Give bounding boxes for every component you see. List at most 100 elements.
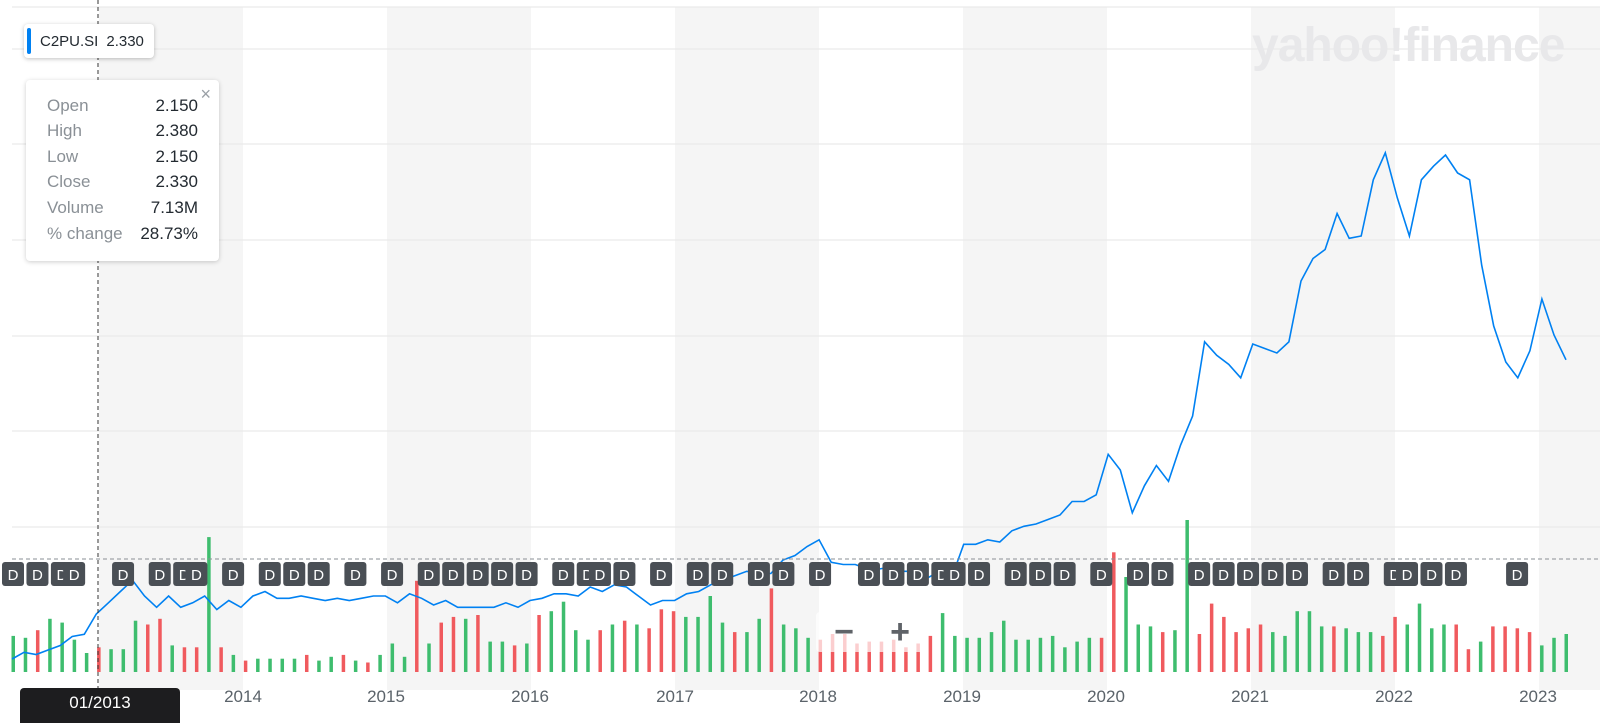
volume-bar [1148,626,1153,672]
svg-text:D: D [1389,567,1400,584]
volume-bar [720,622,725,672]
volume-bar [35,630,40,672]
ticker-symbol: C2PU.SI [40,32,99,50]
svg-text:D: D [289,567,300,584]
volume-bar [830,634,835,672]
volume-bar [1417,603,1422,672]
volume-bar [439,622,443,672]
volume-bar [537,615,541,672]
svg-text:D: D [1353,567,1364,584]
svg-text:D: D [69,567,80,584]
dividend-marker: D [1090,562,1113,586]
volume-bar [402,656,407,672]
svg-text:D: D [497,567,508,584]
volume-bar [708,596,713,672]
dividend-marker: D [112,562,135,586]
volume-bar [1319,626,1324,672]
dividend-marker: D [307,562,330,586]
volume-bar [745,632,749,672]
volume-bar [341,654,346,672]
volume-bar [1478,641,1483,672]
volume-bar [1503,626,1507,672]
zoom-in-button[interactable]: + [890,613,910,651]
volume-bar [1075,641,1079,672]
dividend-marker: D [686,562,709,586]
x-tick-label: 2018 [799,687,837,706]
volume-bar [1393,616,1397,672]
volume-bar [659,609,664,672]
zoom-out-button[interactable]: − [834,613,854,651]
tooltip-value: 2.150 [155,96,198,115]
volume-bar [1258,624,1263,672]
volume-bar [1185,520,1189,672]
volume-bar [1271,632,1275,672]
volume-bar [891,639,896,672]
dividend-marker: D [1322,562,1345,586]
volume-bar [916,643,920,672]
ticker-badge[interactable]: C2PU.SI 2.330 [24,24,154,58]
tooltip-row-close: Close 2.330 [47,172,198,196]
svg-text:D: D [888,567,899,584]
x-tick-label: 2017 [656,687,694,706]
volume-bar [476,615,480,672]
tooltip-label: Close [47,172,91,191]
volume-bar [207,537,211,672]
svg-text:D: D [32,567,43,584]
x-tick-label: 2014 [224,687,262,706]
volume-bar [378,654,382,672]
volume-bar [586,639,590,672]
volume-bar [1124,577,1128,672]
svg-text:D: D [387,567,398,584]
volume-bar [182,647,187,672]
year-band [675,7,819,690]
volume-bar [732,632,737,672]
volume-bar [158,618,162,672]
volume-bar [794,628,798,672]
dividend-marker: D [222,562,245,586]
svg-text:D: D [949,567,960,584]
svg-text:D: D [118,567,129,584]
volume-bar [1063,647,1067,672]
tooltip-label: Volume [47,198,104,217]
dividend-marker: D [1506,562,1529,586]
volume-bar [1283,635,1287,672]
tooltip-row-low: Low 2.150 [47,147,198,171]
volume-bar [353,660,358,672]
dividend-marker: D [442,562,465,586]
dividend-marker: D [1420,562,1443,586]
tooltip-row-high: High 2.380 [47,121,198,145]
zoom-controls: − + [816,612,928,652]
svg-text:D: D [264,567,275,584]
volume-bar [1515,628,1520,672]
dividend-marker: D [63,562,86,586]
volume-bar [1356,632,1361,672]
volume-bar [928,635,933,672]
dividend-marker: D [1285,562,1308,586]
x-tick-label: 2019 [943,687,981,706]
volume-bar [855,643,859,672]
svg-text:D: D [1292,567,1303,584]
dividend-marker: D [26,562,49,586]
volume-bar [366,662,370,672]
svg-text:D: D [1096,567,1107,584]
dividend-marker: D [2,562,24,586]
x-tick-label: 2023 [1519,687,1557,706]
volume-bar [1197,634,1202,672]
x-tick-label: 2016 [511,687,549,706]
volume-bar [1136,624,1141,672]
dividend-marker: D [588,562,611,586]
volume-bar [904,647,908,672]
volume-bar [219,647,223,672]
dividend-marker: D [809,562,832,586]
volume-bar [879,641,884,672]
dividend-marker: D [747,562,770,586]
svg-text:D: D [472,567,483,584]
close-icon[interactable]: × [200,84,211,104]
volume-bar [610,624,615,672]
tooltip-value: 28.73% [140,224,198,243]
svg-text:D: D [228,567,239,584]
dividend-marker: D [344,562,367,586]
volume-bars [11,520,1568,672]
